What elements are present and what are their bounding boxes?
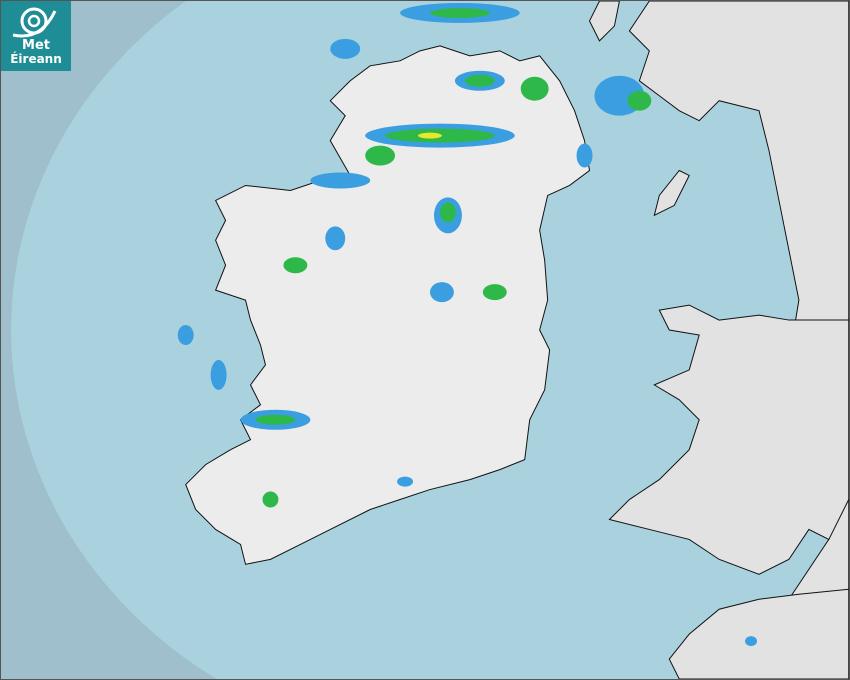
land-kintyre (588, 1, 620, 42)
logo-text-eireann: Éireann (10, 52, 62, 66)
land-cornwall (668, 588, 849, 679)
land-isle-of-man (653, 169, 690, 217)
met-eireann-logo: Met Éireann (1, 1, 71, 71)
land-wales (608, 304, 849, 575)
logo-text-met: Met (22, 38, 50, 53)
swirl-logo-icon (12, 7, 57, 38)
land-ireland (185, 45, 591, 565)
rain-cells (177, 2, 758, 647)
